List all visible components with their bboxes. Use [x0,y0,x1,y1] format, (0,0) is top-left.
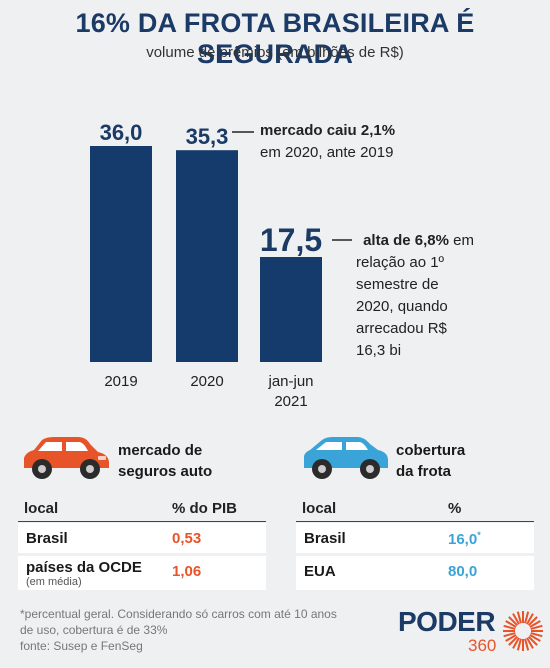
right-header-divider [296,521,534,522]
right-row1-value: 16,0* [448,530,481,548]
right-row1-local: Brasil [304,530,346,547]
x-tick-label-1: 2020 [190,373,223,390]
chart-subtitle: volume de prêmios (em bilhões de R$) [146,44,404,61]
table-row: Brasil 0,53 [18,523,266,553]
table-row: EUA 80,0 [296,556,534,590]
sunburst-ray [505,620,517,628]
sunburst-ray [526,637,534,649]
logo-number: 360 [468,636,497,655]
sunburst-ray [529,620,541,628]
left-row2-value: 1,06 [172,563,202,580]
bar-2 [260,257,322,362]
left-row1-local: Brasil [26,530,68,547]
blue-car-icon [304,437,388,479]
chart-title: 16% DA FROTA BRASILEIRA É SEGURADA [75,8,475,69]
sunburst-ray [512,613,520,625]
right-col-pct-header: % [448,500,462,517]
sunburst-ray [529,634,541,642]
bar-value-label-1: 35,3 [186,124,229,149]
sunburst-ray [516,611,522,624]
left-header-divider [18,521,266,522]
sunburst-ray [516,638,522,651]
bar-value-label-2: 17,5 [260,222,322,258]
sunburst-ray [503,624,516,630]
logo-name: PODER [398,606,496,637]
x-tick-label-2-line2: 2021 [274,393,307,410]
asterisk-mark: * [477,530,481,540]
left-col-local-header: local [24,500,59,517]
annotation-2021: alta de 6,8% em [363,232,474,249]
bar-chart: 36,0 2019 35,3 2020 17,5 jan-jun 2021 [90,120,352,410]
right-row2-local: EUA [304,563,336,580]
bar-1 [176,150,238,362]
sunburst-ray [524,638,530,651]
sunburst-ray [527,616,538,627]
annotation-2020: mercado caiu 2,1% em 2020, ante 2019 [260,120,395,164]
sunburst-ray [505,634,517,642]
annotation-2020-bold: mercado caiu 2,1% [260,122,396,139]
sunburst-ray [526,613,534,625]
sunburst-ray [524,611,530,624]
x-tick-label-2: jan-jun [267,373,313,390]
sunburst-ray [508,635,519,646]
sunburst-ray [530,624,543,630]
table-row: Brasil 16,0* [296,523,534,553]
sunburst-ray [530,632,543,638]
bar-value-label-0: 36,0 [100,120,143,145]
annotation-2021-body: relação ao 1º semestre de 2020, quando a… [356,254,448,359]
left-row2-sub: (em média) [26,576,82,588]
left-row1-value: 0,53 [172,530,202,547]
annotation-2021-bold: alta de 6,8% [363,232,449,249]
right-row2-value: 80,0 [448,563,478,580]
left-col-pib-header: % do PIB [172,500,238,517]
sunburst-icon [503,611,543,651]
left-row2-local: países da OCDE [26,559,142,576]
x-tick-label-0: 2019 [104,373,137,390]
bar-0 [90,146,152,362]
footnote: *percentual geral. Considerando só carro… [20,607,337,653]
sunburst-ray [503,632,516,638]
sunburst-ray [527,635,538,646]
right-section-title: cobertura da frota [396,442,466,480]
left-section-title: mercado de seguros auto [118,442,213,480]
orange-car-icon [24,437,109,479]
sunburst-ray [512,637,520,649]
right-col-local-header: local [302,500,337,517]
annotation-2020-text: em 2020, ante 2019 [260,144,394,161]
table-row: países da OCDE (em média) 1,06 [18,556,266,590]
sunburst-ray [508,616,519,627]
